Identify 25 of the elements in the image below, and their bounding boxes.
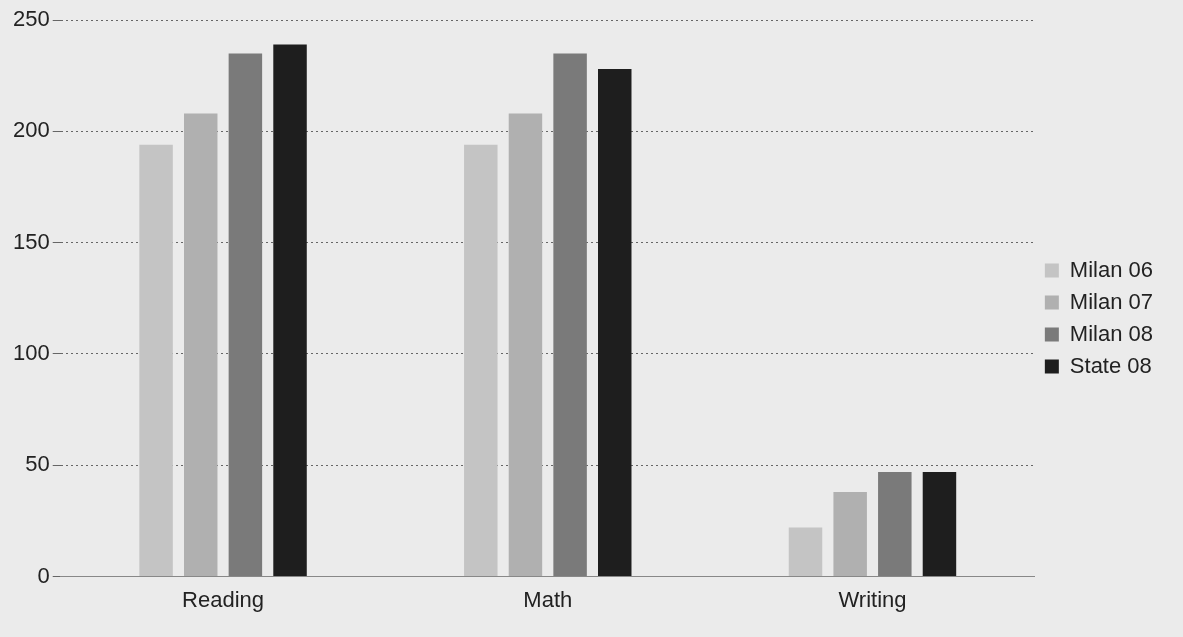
bar [598,68,632,577]
y-tick-label: 100 [12,340,50,366]
y-tick-label: 200 [12,117,50,143]
bar [139,144,173,577]
bar [553,53,587,577]
bar [508,113,543,577]
bar [833,492,867,577]
bar [228,53,263,577]
legend-label: Milan 07 [1069,288,1153,314]
bar [878,471,912,577]
bar [464,144,498,577]
x-tick-label: Reading [182,586,265,612]
bar [184,113,218,577]
y-tick-label: 0 [37,562,50,588]
x-tick-label: Math [523,586,573,612]
legend-label: Milan 06 [1069,256,1153,282]
bar [922,471,957,577]
y-tick-label: 250 [12,6,50,32]
bar [273,44,307,577]
legend-label: Milan 08 [1069,320,1153,346]
x-tick-label: Writing [838,586,907,612]
legend-label: State 08 [1069,352,1152,378]
y-tick-label: 150 [12,228,50,254]
bar [788,527,823,577]
y-tick-label: 50 [25,451,50,477]
